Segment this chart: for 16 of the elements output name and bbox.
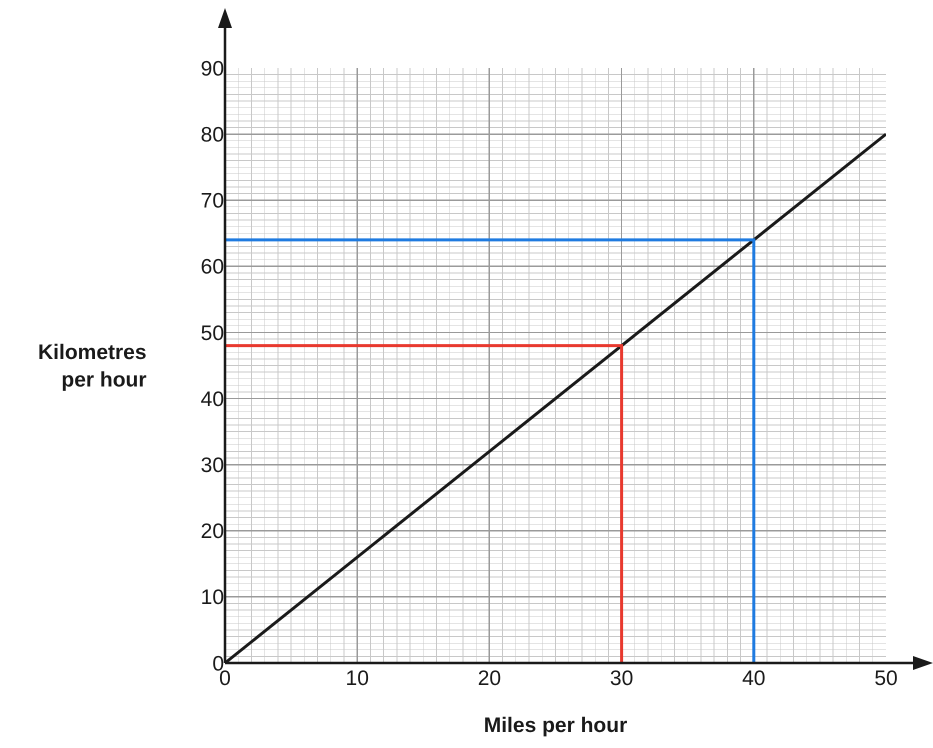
y-axis-title: Kilometres per hour [38,341,147,392]
x-tick-label: 30 [610,667,634,690]
y-tick-label: 80 [200,123,224,146]
y-tick-label: 50 [200,322,224,345]
x-tick-label: 40 [742,667,766,690]
y-tick-label: 90 [200,57,224,80]
x-axis-title: Miles per hour [484,714,628,738]
x-tick-label: 20 [478,667,502,690]
y-tick-label: 20 [200,520,224,544]
y-tick-label: 30 [200,454,224,478]
y-tick-label: 10 [200,586,224,610]
y-tick-label: 60 [200,256,224,279]
y-tick-label: 40 [200,388,224,411]
y-tick-label: 70 [200,190,224,213]
x-tick-label: 10 [346,667,369,690]
x-tick-label: 50 [874,667,898,690]
